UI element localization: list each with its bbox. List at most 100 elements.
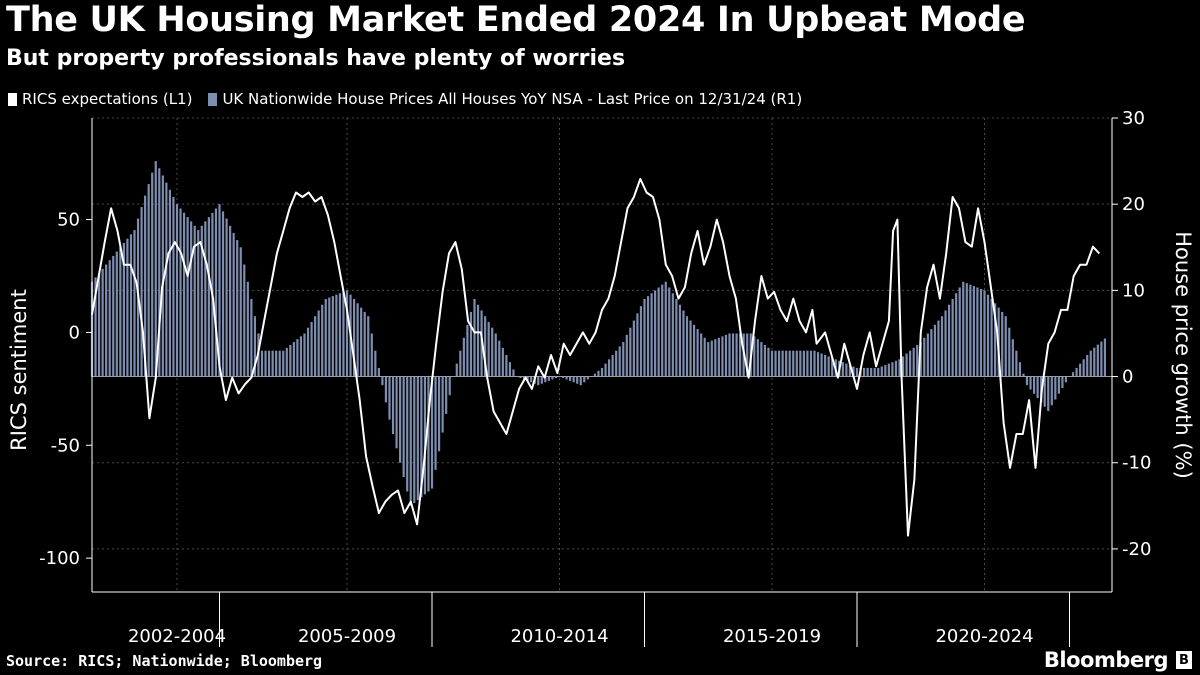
bar (1075, 367, 1078, 377)
bar (97, 273, 101, 377)
bar (554, 376, 558, 378)
bar (466, 324, 469, 377)
rics-line (91, 177, 1101, 537)
tick-labels: 50 0 -50 -100 30 20 10 0 -10 -20 2002-2004 2005-200… (39, 108, 1151, 647)
bar (229, 225, 232, 377)
bar (682, 310, 685, 377)
bar (101, 268, 104, 377)
bar (282, 350, 285, 377)
bar (317, 310, 320, 377)
bar (175, 204, 179, 377)
bar (186, 217, 189, 377)
brand-name: Bloomberg (1043, 648, 1169, 672)
y-tick-label-left: 0 (69, 322, 80, 343)
x-group-label: 2015-2019 (723, 626, 821, 647)
bar (940, 316, 944, 377)
bar (133, 230, 136, 377)
source-note: Source: RICS; Nationwide; Bloomberg (6, 652, 323, 670)
bar (147, 184, 150, 377)
bar (1086, 355, 1089, 377)
bar (190, 221, 193, 377)
bar (969, 284, 972, 377)
bloomberg-logo-icon: B (1176, 651, 1192, 669)
bar (345, 290, 349, 377)
bar (933, 324, 937, 377)
bar (848, 365, 852, 377)
bar (197, 230, 200, 377)
bar (501, 347, 504, 377)
bar (763, 344, 767, 377)
bar (678, 304, 682, 377)
bar (342, 291, 345, 377)
bar (604, 363, 607, 377)
bar (983, 290, 986, 377)
bar (1057, 376, 1060, 394)
bar (434, 376, 437, 470)
bar (561, 376, 565, 378)
bar (912, 347, 915, 377)
bar (855, 367, 859, 377)
bar (565, 376, 568, 380)
bar (870, 367, 873, 377)
bar (324, 298, 327, 377)
bar (884, 365, 887, 377)
bar (243, 264, 246, 377)
bar (218, 204, 221, 377)
bar (639, 306, 643, 377)
bar (866, 367, 869, 377)
x-group-label: 2010-2014 (510, 626, 608, 647)
bar (445, 376, 448, 414)
legend-label-nationwide: UK Nationwide House Prices All Houses Yo… (222, 90, 803, 108)
bar (402, 376, 405, 478)
bar (239, 247, 242, 377)
bar (498, 340, 501, 377)
bar (629, 327, 632, 377)
bar (512, 369, 515, 377)
bar (831, 357, 834, 377)
bar (154, 161, 157, 377)
bar (1029, 376, 1032, 390)
y-axis-label-right: House price growth (%) (1171, 231, 1195, 479)
bar (731, 333, 735, 377)
y-tick-label-left: -50 (51, 435, 80, 456)
bar (430, 376, 434, 489)
bar (112, 255, 115, 377)
bar (144, 195, 147, 377)
bar (519, 376, 522, 378)
y-tick-label-right: 20 (1122, 194, 1145, 215)
bar (1008, 327, 1011, 377)
y-tick-label-right: 0 (1122, 367, 1133, 388)
bar (420, 376, 423, 498)
bar (607, 359, 611, 377)
bar (774, 350, 777, 377)
bar (356, 303, 359, 377)
bar (873, 367, 876, 377)
bar (236, 240, 239, 377)
bar (1036, 376, 1039, 399)
bar (526, 376, 529, 381)
bar (675, 298, 678, 377)
bar (717, 337, 720, 377)
bar (360, 307, 363, 377)
bar (958, 287, 961, 377)
bar (654, 290, 657, 377)
bar (930, 329, 933, 377)
bar (129, 234, 133, 377)
bar (909, 350, 912, 377)
bar (799, 350, 802, 377)
bar (246, 281, 249, 377)
bar (788, 350, 791, 377)
y-tick-label-right: -20 (1122, 539, 1151, 560)
bar (314, 316, 317, 377)
legend-swatch-rics (8, 92, 17, 106)
bar (399, 376, 402, 463)
bar (544, 376, 547, 383)
bar (522, 376, 526, 380)
bar (668, 287, 671, 377)
bar (1054, 376, 1057, 400)
bar (795, 350, 798, 377)
bar (622, 342, 625, 377)
bar (692, 324, 696, 377)
bar (126, 238, 129, 377)
